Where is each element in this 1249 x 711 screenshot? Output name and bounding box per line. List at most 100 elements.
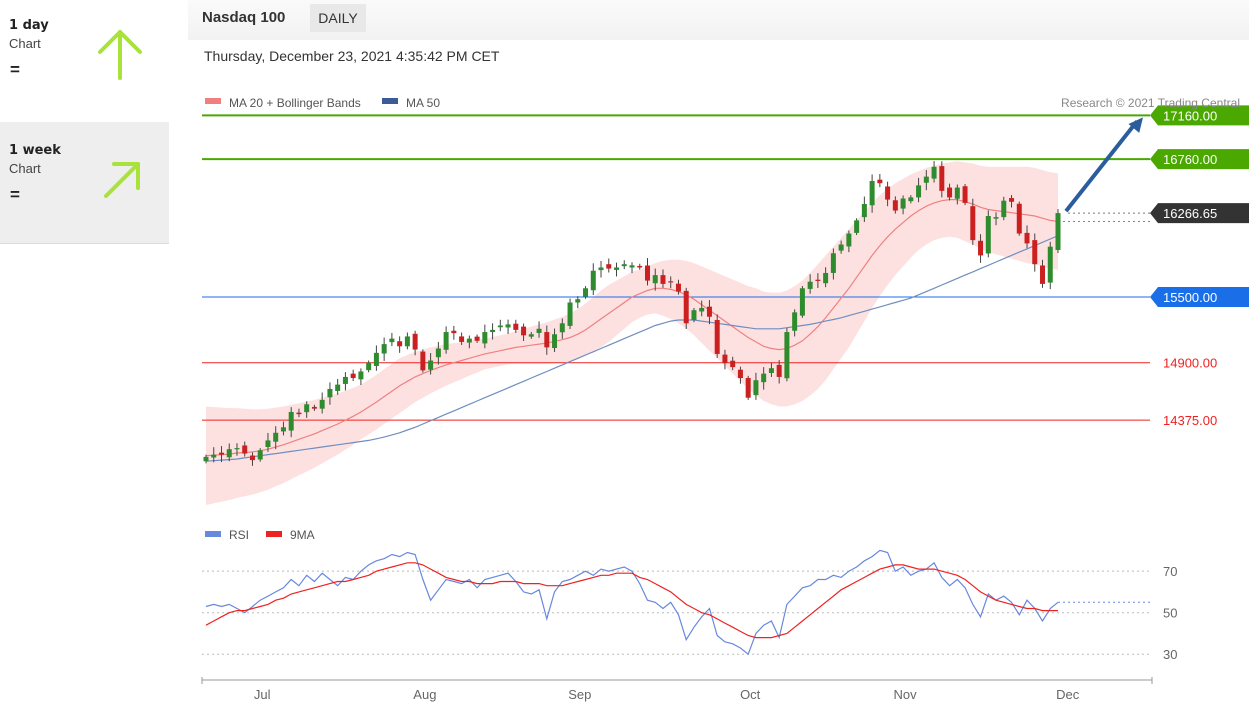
candle-body xyxy=(536,328,542,333)
period-name: 1 day xyxy=(9,18,49,33)
x-tick-label: Dec xyxy=(1056,687,1080,702)
candle-body xyxy=(947,187,953,198)
up-arrow-icon xyxy=(98,30,142,80)
price-panel xyxy=(202,98,1249,506)
level-tag xyxy=(1150,287,1249,308)
timeframe-badge[interactable]: DAILY xyxy=(310,4,366,32)
candle-body xyxy=(1001,200,1007,218)
candle-body xyxy=(637,265,643,268)
level-label: 16266.65 xyxy=(1163,206,1217,221)
candle-body xyxy=(768,368,774,373)
legend-swatch-9ma xyxy=(266,531,282,537)
candle-body xyxy=(877,179,883,184)
candle-body xyxy=(854,220,860,233)
candle-body xyxy=(490,329,496,333)
candle-body xyxy=(482,332,488,344)
ma20-line xyxy=(205,199,1059,457)
candle-body xyxy=(528,334,534,337)
candle-body xyxy=(621,264,627,267)
instrument-title: Nasdaq 100 xyxy=(202,9,286,26)
copyright-label: Research © 2021 Trading Central xyxy=(1061,96,1240,110)
candle-body xyxy=(257,450,263,460)
candle-body xyxy=(598,267,604,271)
legend-swatch-ma50 xyxy=(382,98,398,104)
level-tag xyxy=(1150,105,1249,126)
candle-body xyxy=(869,181,875,206)
x-tick-label: Oct xyxy=(740,687,761,702)
candle-body xyxy=(443,332,449,350)
candle-body xyxy=(505,324,511,328)
legend-swatch-rsi xyxy=(205,531,221,537)
candle-body xyxy=(675,283,681,292)
level-label: 14900.00 xyxy=(1163,356,1217,371)
x-tick-label: Aug xyxy=(413,687,436,702)
candle-body xyxy=(900,198,906,209)
projection-arrowhead xyxy=(1128,117,1143,133)
candle-body xyxy=(908,197,914,202)
candle-body xyxy=(311,406,317,409)
candle-body xyxy=(404,336,410,347)
candle-body xyxy=(644,265,650,281)
candle-body xyxy=(985,216,991,254)
candle-body xyxy=(366,362,372,371)
projection-arrow xyxy=(1064,120,1139,213)
candle-body xyxy=(474,336,480,341)
candle-body xyxy=(521,326,527,336)
candle-body xyxy=(923,176,929,183)
candle-body xyxy=(218,452,224,455)
candle-body xyxy=(699,307,705,312)
candle-body xyxy=(296,412,302,415)
x-tick-label: Nov xyxy=(894,687,918,702)
candle-body xyxy=(319,399,325,409)
up-right-arrow-icon xyxy=(104,162,140,198)
legend-label-ma20: MA 20 + Bollinger Bands xyxy=(229,96,361,110)
candle-body xyxy=(249,455,255,461)
candle-body xyxy=(614,267,620,270)
candle-body xyxy=(552,334,558,349)
candle-body xyxy=(451,330,457,334)
legend-swatch-ma20 xyxy=(205,98,221,104)
candle-body xyxy=(846,233,852,247)
period-1-week[interactable]: 1 week Chart = xyxy=(0,122,169,244)
candle-body xyxy=(861,203,867,218)
candle-body xyxy=(753,380,759,396)
candle-body xyxy=(466,338,472,343)
x-tick-label: Sep xyxy=(568,687,591,702)
chart-datetime: Thursday, December 23, 2021 4:35:42 PM C… xyxy=(204,48,500,64)
candle-body xyxy=(939,166,945,191)
candle-body xyxy=(916,185,922,198)
candle-body xyxy=(629,265,635,268)
candle-body xyxy=(970,206,976,241)
candle-body xyxy=(1055,213,1061,250)
candle-body xyxy=(660,275,666,284)
candle-body xyxy=(559,323,565,333)
candle-body xyxy=(1040,265,1046,284)
candle-body xyxy=(722,354,728,363)
candle-body xyxy=(544,332,550,348)
period-1-day[interactable]: 1 day Chart = xyxy=(0,0,169,122)
period-trend-symbol: = xyxy=(10,185,20,204)
level-label: 15500.00 xyxy=(1163,290,1217,305)
candle-body xyxy=(304,404,310,413)
candle-body xyxy=(575,299,581,303)
candle-body xyxy=(335,384,341,391)
candle-body xyxy=(389,338,395,343)
candle-body xyxy=(885,186,891,200)
candle-body xyxy=(761,373,767,383)
candle-body xyxy=(435,348,441,358)
candle-body xyxy=(799,288,805,316)
candle-body xyxy=(342,376,348,384)
level-tag xyxy=(1150,149,1249,170)
candle-body xyxy=(784,332,790,379)
candle-body xyxy=(381,344,387,354)
candle-body xyxy=(265,440,271,447)
candle-body xyxy=(358,371,364,380)
candle-body xyxy=(978,240,984,256)
candle-body xyxy=(954,187,960,199)
candle-body xyxy=(567,302,573,326)
rsi-panel xyxy=(202,531,1150,656)
ma50-line xyxy=(205,235,1059,462)
legend-label-9ma: 9MA xyxy=(290,528,315,542)
period-chart-label: Chart xyxy=(9,36,41,51)
x-axis xyxy=(201,677,1153,684)
